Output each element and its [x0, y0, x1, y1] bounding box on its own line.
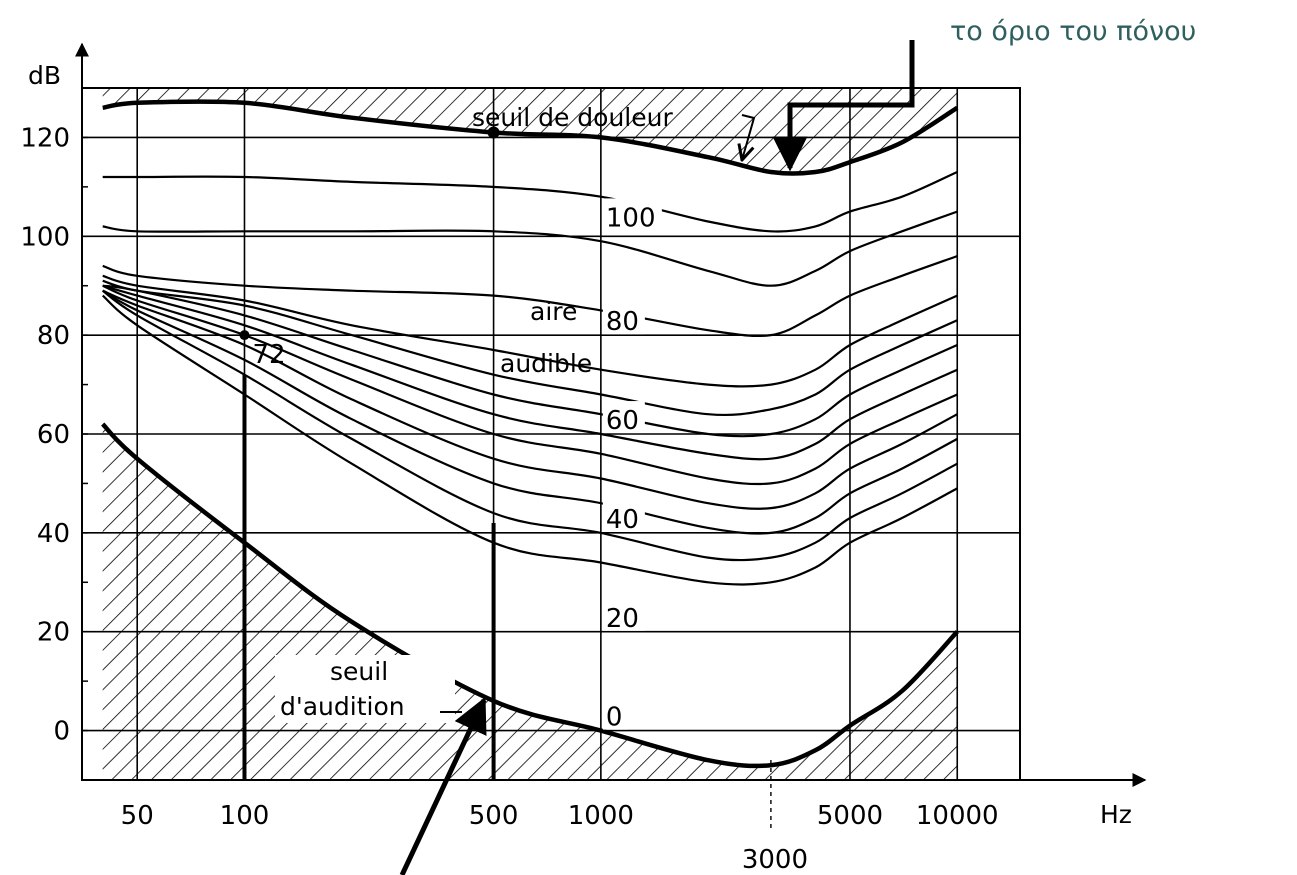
x-tick-label-10000: 10000 — [916, 801, 999, 831]
x-tick-label-1000: 1000 — [568, 801, 634, 831]
contour-label-0: 0 — [606, 703, 623, 733]
contour-line-9 — [102, 255, 958, 338]
contour-line-2 — [102, 289, 958, 535]
point-72-label: 72 — [252, 340, 285, 370]
contour-line-1 — [102, 289, 958, 562]
hearing-threshold-arrow — [399, 696, 487, 875]
contour-label-bg-2 — [602, 401, 645, 434]
audible-area-label-2: audible — [500, 349, 592, 378]
contour-label-bg-3 — [602, 499, 645, 532]
contour-label-20: 20 — [606, 604, 639, 634]
hearing-threshold-label-2: d'audition — [280, 692, 405, 721]
contour-line-0 — [101, 294, 958, 586]
contour-label-40: 40 — [606, 505, 639, 535]
pain-threshold-pointer — [742, 114, 756, 160]
pain-threshold-greek-label: το όριο του πόνου — [950, 16, 1196, 47]
contour-curves: 100 80 60 40 20 0 — [101, 99, 959, 769]
point-72 — [239, 330, 250, 341]
vertical-markers: 72 — [239, 126, 500, 780]
contour-line-4 — [102, 284, 958, 486]
y-tick-label-120: 120 — [20, 123, 70, 153]
contour-line-6 — [102, 284, 958, 438]
audible-area-label-1: aire — [530, 297, 577, 326]
pain-threshold-label: seuil de douleur — [472, 103, 673, 132]
contour-line-7 — [102, 279, 958, 417]
x-tick-label-5000: 5000 — [817, 801, 883, 831]
x-tick-label-3000: 3000 — [742, 845, 808, 875]
contour-label-80: 80 — [606, 307, 639, 337]
hearing-label-bg — [275, 655, 455, 723]
contour-label-bg-5 — [602, 697, 628, 730]
y-axis-label: dB — [28, 61, 61, 90]
contour-line-3 — [102, 289, 958, 510]
below-hearing-threshold-region — [102, 424, 958, 780]
y-tick-label-60: 60 — [37, 420, 70, 450]
x-tick-label-500: 500 — [469, 801, 519, 831]
contour-line-8 — [102, 274, 958, 388]
pain-threshold-line — [102, 99, 959, 176]
y-tick-label-100: 100 — [20, 222, 70, 252]
hearing-threshold-label-1: seuil — [330, 657, 388, 686]
y-tick-label-0: 0 — [53, 717, 70, 747]
pain-threshold-arrow — [772, 40, 915, 172]
contour-label-bg-1 — [602, 302, 645, 335]
contour-line-11 — [102, 170, 958, 233]
pain-point — [487, 126, 500, 139]
x-tick-label-100: 100 — [220, 801, 270, 831]
contour-line-5 — [102, 284, 958, 461]
contour-label-bg-4 — [602, 598, 645, 631]
y-tick-label-40: 40 — [37, 519, 70, 549]
contour-label-60: 60 — [606, 406, 639, 436]
contour-line-10 — [102, 210, 958, 287]
y-tick-label-80: 80 — [37, 321, 70, 351]
contour-label-100: 100 — [606, 203, 656, 233]
y-tick-label-20: 20 — [37, 618, 70, 648]
hearing-threshold-line — [101, 422, 959, 769]
contour-label-bg-0 — [602, 198, 662, 231]
x-axis-label: Hz — [1100, 800, 1132, 829]
x-tick-label-50: 50 — [121, 801, 154, 831]
